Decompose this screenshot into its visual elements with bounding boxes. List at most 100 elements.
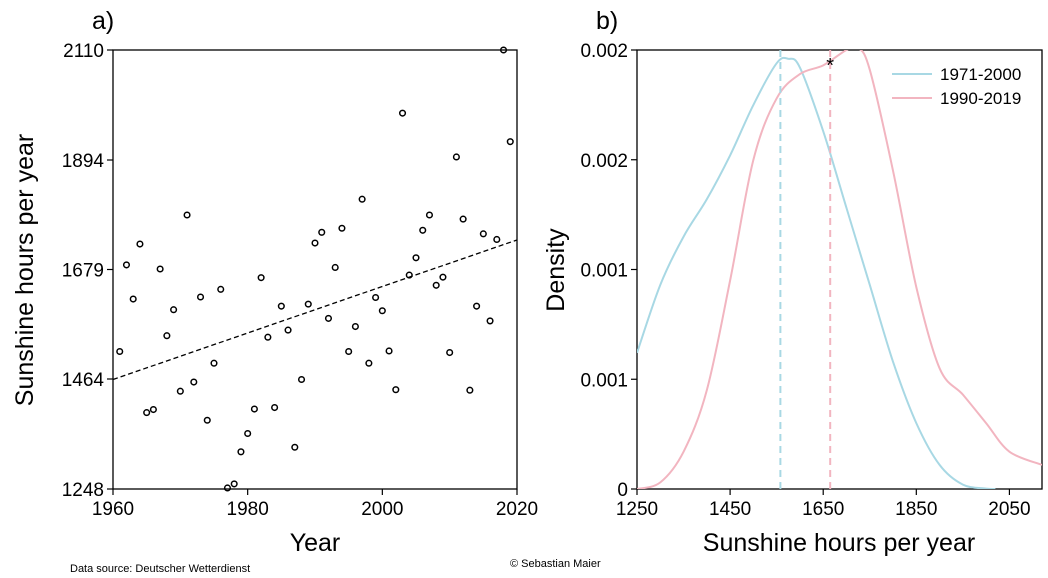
panel-b-frame bbox=[636, 49, 1043, 490]
data-point bbox=[250, 405, 258, 413]
panel-a-y-axis-title: Sunshine hours per year bbox=[11, 134, 39, 406]
data-point bbox=[493, 235, 501, 244]
data-point bbox=[284, 326, 292, 334]
data-point bbox=[412, 254, 420, 262]
data-point bbox=[244, 429, 252, 438]
panel-b-y-tick-label: 0.001 bbox=[580, 370, 628, 391]
data-point bbox=[419, 226, 427, 234]
data-point bbox=[372, 293, 380, 302]
data-point bbox=[277, 302, 285, 310]
panel-a-y-tick-label: 1248 bbox=[62, 480, 104, 501]
panel-a-x-axis-title: Year bbox=[290, 529, 341, 557]
panel-a-x-tick-label: 2000 bbox=[361, 499, 403, 520]
panel-b-x-tick-label: 1450 bbox=[709, 499, 751, 520]
data-point bbox=[291, 443, 299, 451]
data-point bbox=[446, 348, 454, 357]
panel-a-points bbox=[116, 46, 514, 492]
data-point bbox=[473, 302, 481, 310]
panel-b-y-tick-label: 0.002 bbox=[580, 151, 628, 172]
data-point bbox=[196, 293, 205, 301]
data-point bbox=[304, 300, 312, 308]
data-point bbox=[358, 195, 366, 203]
density-curve-1990-2019 bbox=[637, 50, 1042, 489]
data-point bbox=[425, 211, 434, 219]
data-point bbox=[297, 375, 306, 384]
data-source-note: Data source: Deutscher Wetterdienst bbox=[70, 563, 251, 575]
data-point bbox=[230, 480, 238, 488]
data-point bbox=[439, 273, 447, 281]
panel-b-x-tick-label: 1850 bbox=[895, 499, 937, 520]
data-point bbox=[506, 138, 514, 146]
panel-a-y-tick-label: 1464 bbox=[62, 370, 105, 391]
data-point bbox=[392, 386, 400, 394]
data-point bbox=[331, 263, 339, 272]
panel-a-y-tick-label: 1894 bbox=[62, 151, 105, 172]
data-point bbox=[257, 274, 265, 282]
panel-b-mean-lines bbox=[779, 50, 832, 489]
data-point bbox=[499, 46, 508, 54]
panel-a-x-tick-label: 2020 bbox=[496, 499, 538, 520]
data-point bbox=[129, 295, 137, 303]
panel-a-frame bbox=[112, 49, 518, 490]
data-point bbox=[170, 306, 178, 314]
data-point bbox=[149, 406, 157, 414]
legend-label: 1971-2000 bbox=[940, 65, 1021, 84]
panel-b-x-tick-label: 1650 bbox=[802, 499, 844, 520]
data-point bbox=[324, 314, 333, 322]
legend: 1971-2000 1990-2019 bbox=[892, 65, 1021, 108]
data-point bbox=[163, 332, 171, 340]
data-point bbox=[271, 403, 279, 412]
data-point bbox=[223, 484, 232, 492]
data-point bbox=[486, 317, 494, 325]
data-point bbox=[136, 240, 144, 248]
panel-b-label: b) bbox=[596, 7, 618, 35]
panel-b-density: 1250 1450 1650 1850 2050 0 0.001 0.001 0.002 0.00… bbox=[542, 7, 1043, 557]
data-point bbox=[459, 215, 467, 223]
data-point bbox=[190, 378, 198, 386]
density-curve-1971-2000 bbox=[637, 56, 996, 489]
significance-asterisk: * bbox=[826, 55, 834, 77]
data-point bbox=[385, 347, 393, 355]
data-point bbox=[116, 347, 124, 356]
panel-a-ticks: 1960 1980 2000 2020 1248 1464 1679 1894 2110 bbox=[62, 41, 538, 520]
data-point bbox=[318, 228, 326, 236]
data-point bbox=[351, 322, 359, 331]
data-point bbox=[176, 387, 184, 395]
panel-a-label: a) bbox=[92, 7, 114, 35]
data-point bbox=[183, 211, 191, 219]
panel-a-x-tick-label: 1980 bbox=[227, 499, 269, 520]
data-point bbox=[338, 224, 346, 232]
data-point bbox=[143, 409, 151, 417]
data-point bbox=[345, 347, 353, 356]
panel-b-y-axis-title: Density bbox=[542, 228, 570, 312]
data-point bbox=[122, 261, 131, 269]
panel-b-curves bbox=[637, 50, 1042, 489]
data-point bbox=[156, 265, 164, 273]
data-point bbox=[378, 307, 386, 315]
data-point bbox=[466, 386, 474, 394]
panel-a-y-tick-label: 2110 bbox=[63, 41, 104, 62]
data-point bbox=[210, 359, 218, 367]
panel-b-x-tick-label: 1250 bbox=[616, 499, 658, 520]
data-point bbox=[452, 153, 460, 161]
data-point bbox=[217, 285, 225, 293]
data-point bbox=[398, 109, 407, 117]
panel-a-y-tick-label: 1679 bbox=[62, 261, 104, 282]
data-point bbox=[237, 448, 245, 456]
panel-b-x-axis-title: Sunshine hours per year bbox=[703, 529, 975, 557]
panel-b-y-tick-label: 0 bbox=[617, 480, 628, 501]
data-point bbox=[203, 416, 211, 424]
trend-line bbox=[112, 239, 518, 381]
panel-b-ticks: 1250 1450 1650 1850 2050 0 0.001 0.001 0.002 0.00… bbox=[580, 41, 1030, 520]
data-point bbox=[365, 359, 373, 367]
data-point bbox=[432, 281, 440, 289]
data-point bbox=[405, 271, 413, 279]
data-point bbox=[264, 333, 272, 341]
copyright-note: © Sebastian Maier bbox=[510, 558, 601, 570]
legend-label: 1990-2019 bbox=[940, 89, 1021, 108]
panel-a-x-tick-label: 1960 bbox=[92, 499, 134, 520]
data-point bbox=[311, 239, 319, 247]
panel-b-x-tick-label: 2050 bbox=[988, 499, 1030, 520]
